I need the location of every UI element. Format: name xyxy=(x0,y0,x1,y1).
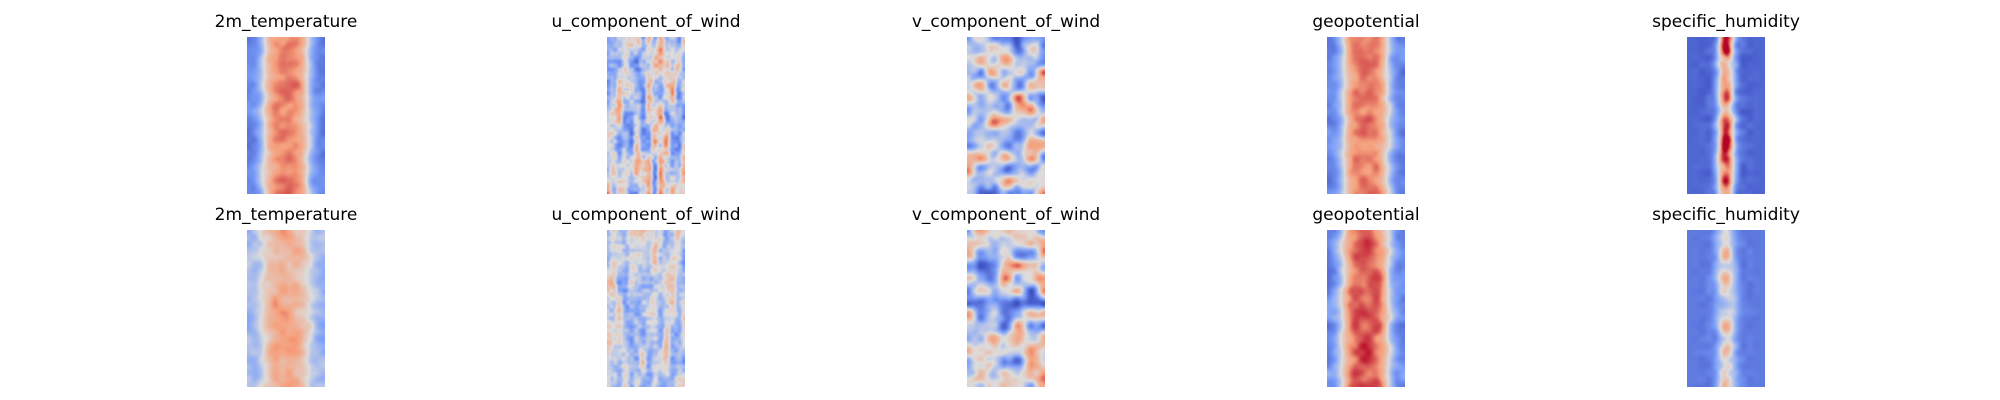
heatmap-v-component-of-wind-2 xyxy=(967,230,1045,387)
panel-title-6: 2m_temperature xyxy=(214,205,358,225)
heatmap-specific-humidity-2 xyxy=(1687,230,1765,387)
heatmap-v-component-of-wind-1 xyxy=(967,37,1045,194)
heatmap-2m-temperature-2 xyxy=(247,230,325,387)
heatmap-2m-temperature-1 xyxy=(247,37,325,194)
panel-title-8: v_component_of_wind xyxy=(911,205,1101,225)
heatmap-specific-humidity-1 xyxy=(1687,37,1765,194)
heatmap-geopotential-2 xyxy=(1327,230,1405,387)
heatmap-geopotential-1 xyxy=(1327,37,1405,194)
panel-title-10: specific_humidity xyxy=(1652,205,1800,225)
panel-title-4: geopotential xyxy=(1312,12,1420,32)
panel-title-5: specific_humidity xyxy=(1652,12,1800,32)
heatmap-u-component-of-wind-2 xyxy=(607,230,685,387)
heatmap-u-component-of-wind-1 xyxy=(607,37,685,194)
panel-title-1: 2m_temperature xyxy=(214,12,358,32)
panel-title-7: u_component_of_wind xyxy=(551,205,741,225)
panel-title-9: geopotential xyxy=(1312,205,1420,225)
panel-title-3: v_component_of_wind xyxy=(911,12,1101,32)
panel-title-2: u_component_of_wind xyxy=(551,12,741,32)
